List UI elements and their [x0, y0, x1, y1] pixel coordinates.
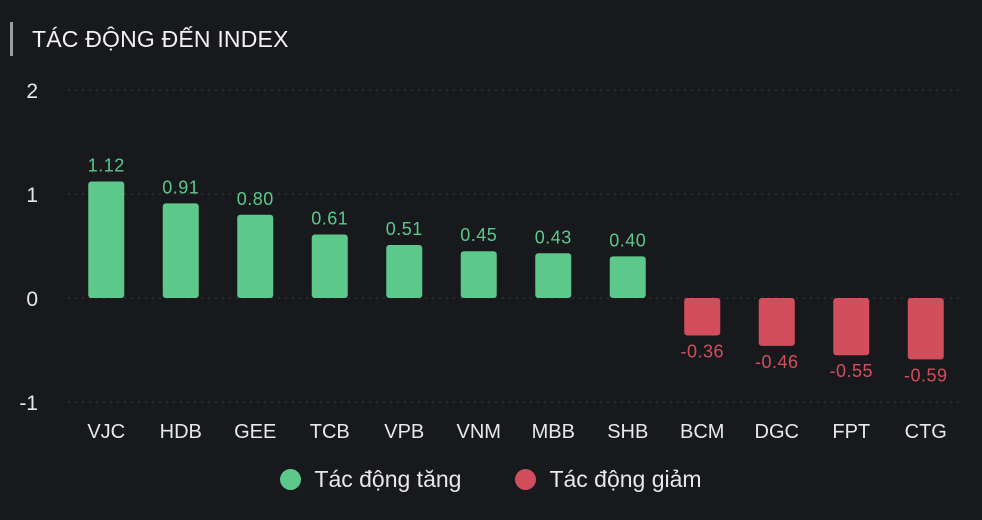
legend-item-increase[interactable]: Tác động tăng: [280, 466, 461, 493]
legend-item-decrease[interactable]: Tác động giảm: [515, 466, 702, 493]
data-label: 0.80: [237, 189, 274, 209]
bar: [833, 298, 870, 356]
data-label: 0.43: [535, 227, 572, 247]
legend-dot-increase: [280, 469, 302, 490]
x-tick-label: VNM: [457, 421, 501, 443]
bar: [758, 298, 795, 346]
bar: [907, 298, 944, 360]
data-label: -0.36: [680, 341, 724, 361]
bar: [609, 256, 646, 298]
x-tick-label: MBB: [532, 421, 575, 443]
y-tick-label: 2: [26, 80, 38, 103]
x-tick-label: GEE: [234, 421, 276, 443]
title-accent-bar: [10, 22, 13, 56]
data-label: -0.55: [829, 361, 873, 381]
x-tick-label: VPB: [384, 421, 424, 443]
x-tick-label: CTG: [905, 421, 947, 443]
panel-title: TÁC ĐỘNG ĐẾN INDEX: [32, 25, 289, 52]
bar: [460, 251, 497, 298]
data-label: 0.45: [460, 225, 497, 245]
y-tick-label: 1: [26, 184, 38, 207]
legend-label-decrease: Tác động giảm: [549, 466, 702, 492]
data-label: 0.51: [386, 219, 423, 239]
x-tick-label: TCB: [310, 421, 350, 443]
y-tick-label: 0: [26, 288, 38, 311]
bar: [237, 214, 274, 298]
legend-label-increase: Tác động tăng: [314, 466, 462, 492]
bar: [162, 203, 199, 298]
legend-dot-decrease: [515, 469, 537, 490]
data-label: 0.61: [311, 209, 348, 229]
data-label: 0.91: [162, 177, 199, 197]
data-label: 0.40: [609, 230, 646, 250]
x-tick-label: VJC: [87, 421, 125, 443]
bar: [535, 253, 572, 298]
y-tick-label: -1: [19, 392, 38, 415]
bar: [311, 234, 348, 298]
x-tick-label: SHB: [607, 421, 648, 443]
x-tick-label: HDB: [160, 421, 202, 443]
bar: [386, 244, 423, 298]
data-label: 1.12: [88, 156, 125, 176]
data-label: -0.59: [904, 365, 948, 385]
index-impact-chart: 2 1 0 -1 1.12 VJC 0.91 HDB 0.80 GEE 0.61 TCB 0.51 VPB…: [19, 80, 962, 443]
data-label: -0.46: [755, 352, 799, 372]
bar: [684, 298, 721, 336]
chart-legend: Tác động tăng Tác động giảm: [0, 466, 982, 493]
x-tick-label: BCM: [680, 421, 724, 443]
x-tick-label: DGC: [755, 421, 799, 443]
panel-header: TÁC ĐỘNG ĐẾN INDEX: [10, 22, 289, 56]
bar: [88, 181, 125, 298]
x-tick-label: FPT: [832, 421, 870, 443]
